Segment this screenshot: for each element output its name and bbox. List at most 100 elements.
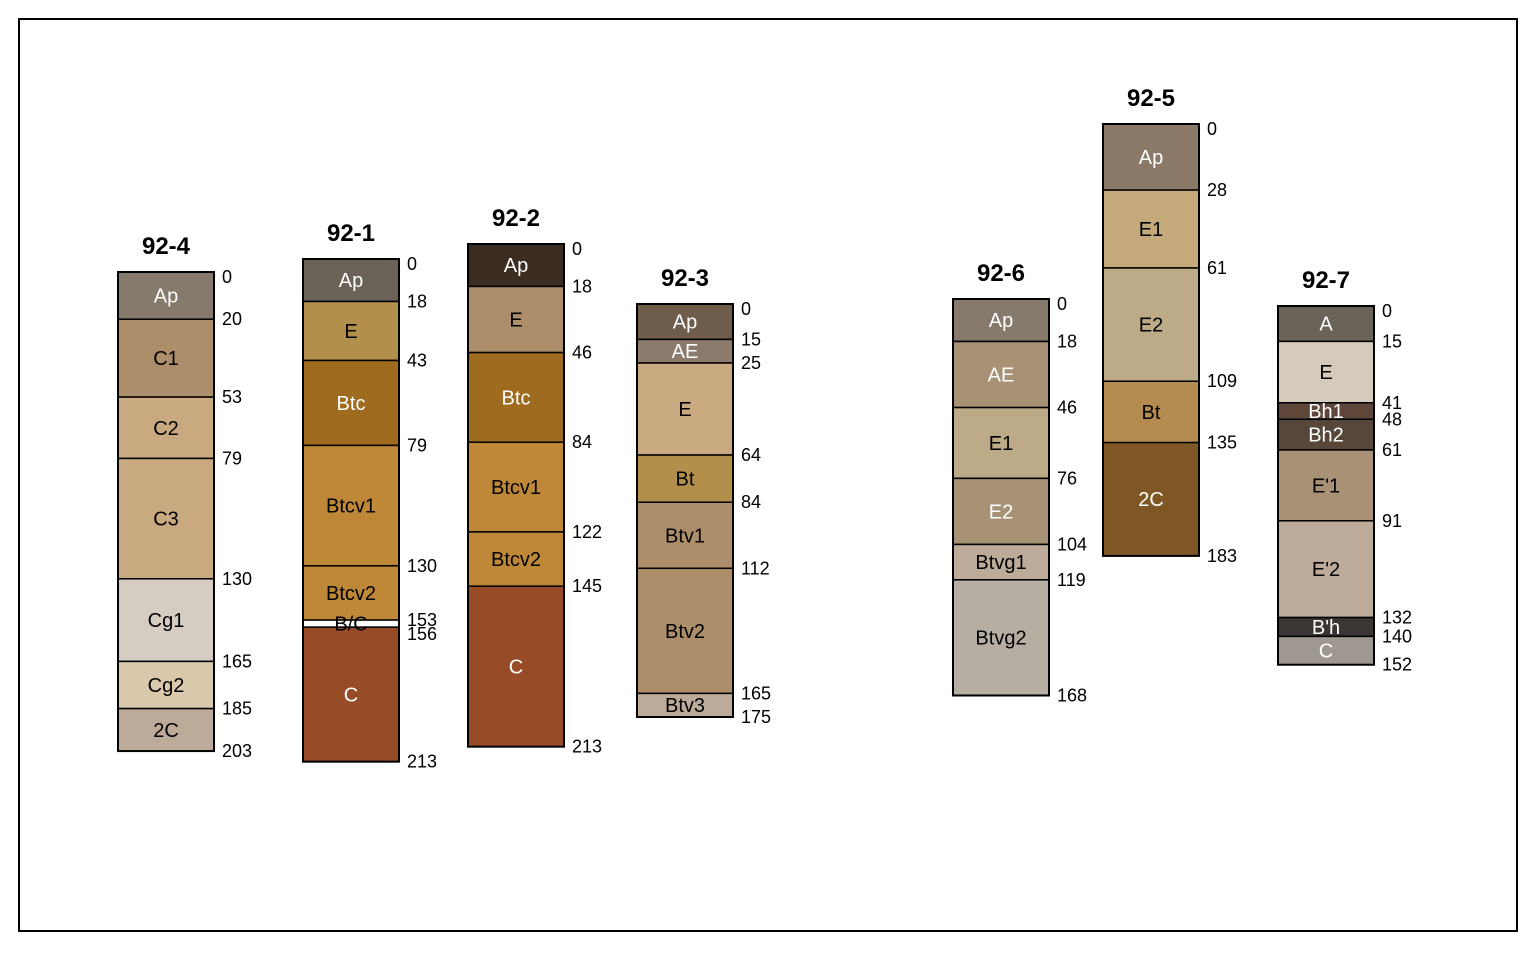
horizon-label: B/C	[334, 614, 367, 636]
horizon-block	[636, 454, 734, 503]
horizon-label: Bh1	[1308, 401, 1344, 423]
depth-label: 0	[222, 267, 232, 287]
horizon-label: Btv3	[665, 695, 705, 717]
horizon-block	[117, 318, 215, 398]
horizon-label: C	[1319, 641, 1333, 663]
soil-profile: 92-6 Ap AE E1 E2 Btvg1 Btvg2 0 18 46 76 104 119 168	[952, 260, 1087, 705]
depth-label: 213	[572, 737, 602, 757]
profile-name: 92-1	[327, 220, 375, 247]
depth-label: 0	[1207, 119, 1217, 139]
horizon-label: Ap	[339, 270, 363, 292]
soil-profile: 92-5 Ap E1 E2 Bt 2C 0 28 61 109 135 183	[1102, 85, 1237, 566]
depth-label: 0	[1382, 301, 1392, 321]
depth-label: 213	[407, 752, 437, 772]
horizon-label: A	[1319, 314, 1333, 336]
profile-outline	[1277, 305, 1375, 666]
depth-label: 140	[1382, 626, 1412, 646]
depth-label: 168	[1057, 685, 1087, 705]
horizon-block	[636, 567, 734, 695]
horizon-label: E2	[989, 501, 1013, 523]
horizon-block	[467, 441, 565, 533]
depth-label: 18	[407, 291, 427, 311]
depth-label: 41	[1382, 393, 1402, 413]
profiles-layer: 92-4ApC1C2C3Cg1Cg22C02053791301651852039…	[117, 85, 1412, 772]
horizon-block	[1102, 189, 1200, 269]
horizon-label: Btvg2	[975, 628, 1026, 650]
depth-label: 135	[1207, 433, 1237, 453]
depth-label: 130	[222, 569, 252, 589]
horizon-label: E	[1319, 362, 1332, 384]
horizon-label: C3	[153, 509, 179, 531]
horizon-label: E'1	[1312, 475, 1340, 497]
horizon-label: E	[509, 310, 522, 332]
horizon-block	[1102, 441, 1200, 557]
horizon-label: Ap	[989, 310, 1013, 332]
horizon-label: Btcv2	[491, 549, 541, 571]
horizon-label: 2C	[1138, 489, 1164, 511]
plot-frame	[18, 18, 1518, 932]
depth-label: 175	[741, 707, 771, 727]
horizon-block	[952, 477, 1050, 546]
horizon-label: AE	[988, 365, 1015, 387]
depth-label: 91	[1382, 511, 1402, 531]
depth-label: 0	[1057, 294, 1067, 314]
profile-name: 92-4	[142, 233, 191, 260]
profile-name: 92-2	[492, 205, 540, 232]
depth-label: 64	[741, 445, 761, 465]
depth-label: 79	[222, 448, 242, 468]
depth-label: 53	[222, 387, 242, 407]
depth-label: 61	[1207, 258, 1227, 278]
depth-label: 18	[1057, 331, 1077, 351]
depth-label: 15	[741, 329, 761, 349]
horizon-label: Ap	[154, 286, 178, 308]
depth-label: 43	[407, 350, 427, 370]
soil-profile: 92-2 Ap E Btc Btcv1 Btcv2 C 0 18 46 84 122 145 213	[467, 205, 602, 757]
horizon-block	[952, 340, 1050, 409]
profile-name: 92-7	[1302, 267, 1350, 294]
depth-label: 84	[572, 432, 592, 452]
horizon-label: Btcv1	[326, 496, 376, 518]
horizon-block	[467, 243, 565, 288]
horizon-label: Ap	[673, 312, 697, 334]
horizon-label: C2	[153, 418, 179, 440]
horizon-label: E1	[989, 433, 1013, 455]
horizon-label: AE	[672, 341, 699, 363]
horizon-label: C	[344, 684, 358, 706]
horizon-label: Btv1	[665, 525, 705, 547]
depth-label: 112	[741, 558, 770, 578]
depth-label: 203	[222, 741, 252, 761]
profile-name: 92-5	[1127, 85, 1175, 112]
profile-outline	[636, 303, 734, 718]
depth-label: 15	[1382, 331, 1402, 351]
profile-outline	[1102, 123, 1200, 557]
soil-profile: 92-3 Ap AE E Bt Btv1 Btv2 Btv3 0 15 25 64 84 112 165 17…	[636, 265, 771, 727]
depth-label: 109	[1207, 371, 1237, 391]
horizon-label: Btc	[502, 387, 531, 409]
horizon-block	[467, 585, 565, 748]
horizon-label: Bh2	[1308, 425, 1344, 447]
horizon-block	[1277, 520, 1375, 619]
depth-label: 130	[407, 556, 437, 576]
horizon-block	[467, 285, 565, 354]
depth-label: 28	[1207, 180, 1227, 200]
depth-label: 25	[741, 353, 761, 373]
horizon-label: Bt	[676, 469, 695, 491]
profile-name: 92-6	[977, 260, 1025, 287]
horizon-block	[302, 626, 400, 763]
horizon-label: C1	[153, 348, 179, 370]
profile-outline	[952, 298, 1050, 697]
depth-label: 132	[1382, 608, 1412, 628]
profile-outline	[117, 271, 215, 753]
depth-label: 18	[572, 276, 592, 296]
horizon-label: Cg2	[148, 675, 185, 697]
profile-outline	[467, 243, 565, 748]
depth-label: 79	[407, 435, 427, 455]
depth-label: 0	[572, 239, 582, 259]
depth-label: 0	[741, 299, 751, 319]
horizon-label: Btc	[337, 393, 366, 415]
depth-label: 185	[222, 699, 252, 719]
depth-label: 20	[222, 309, 242, 329]
horizon-label: Bt	[1142, 402, 1161, 424]
